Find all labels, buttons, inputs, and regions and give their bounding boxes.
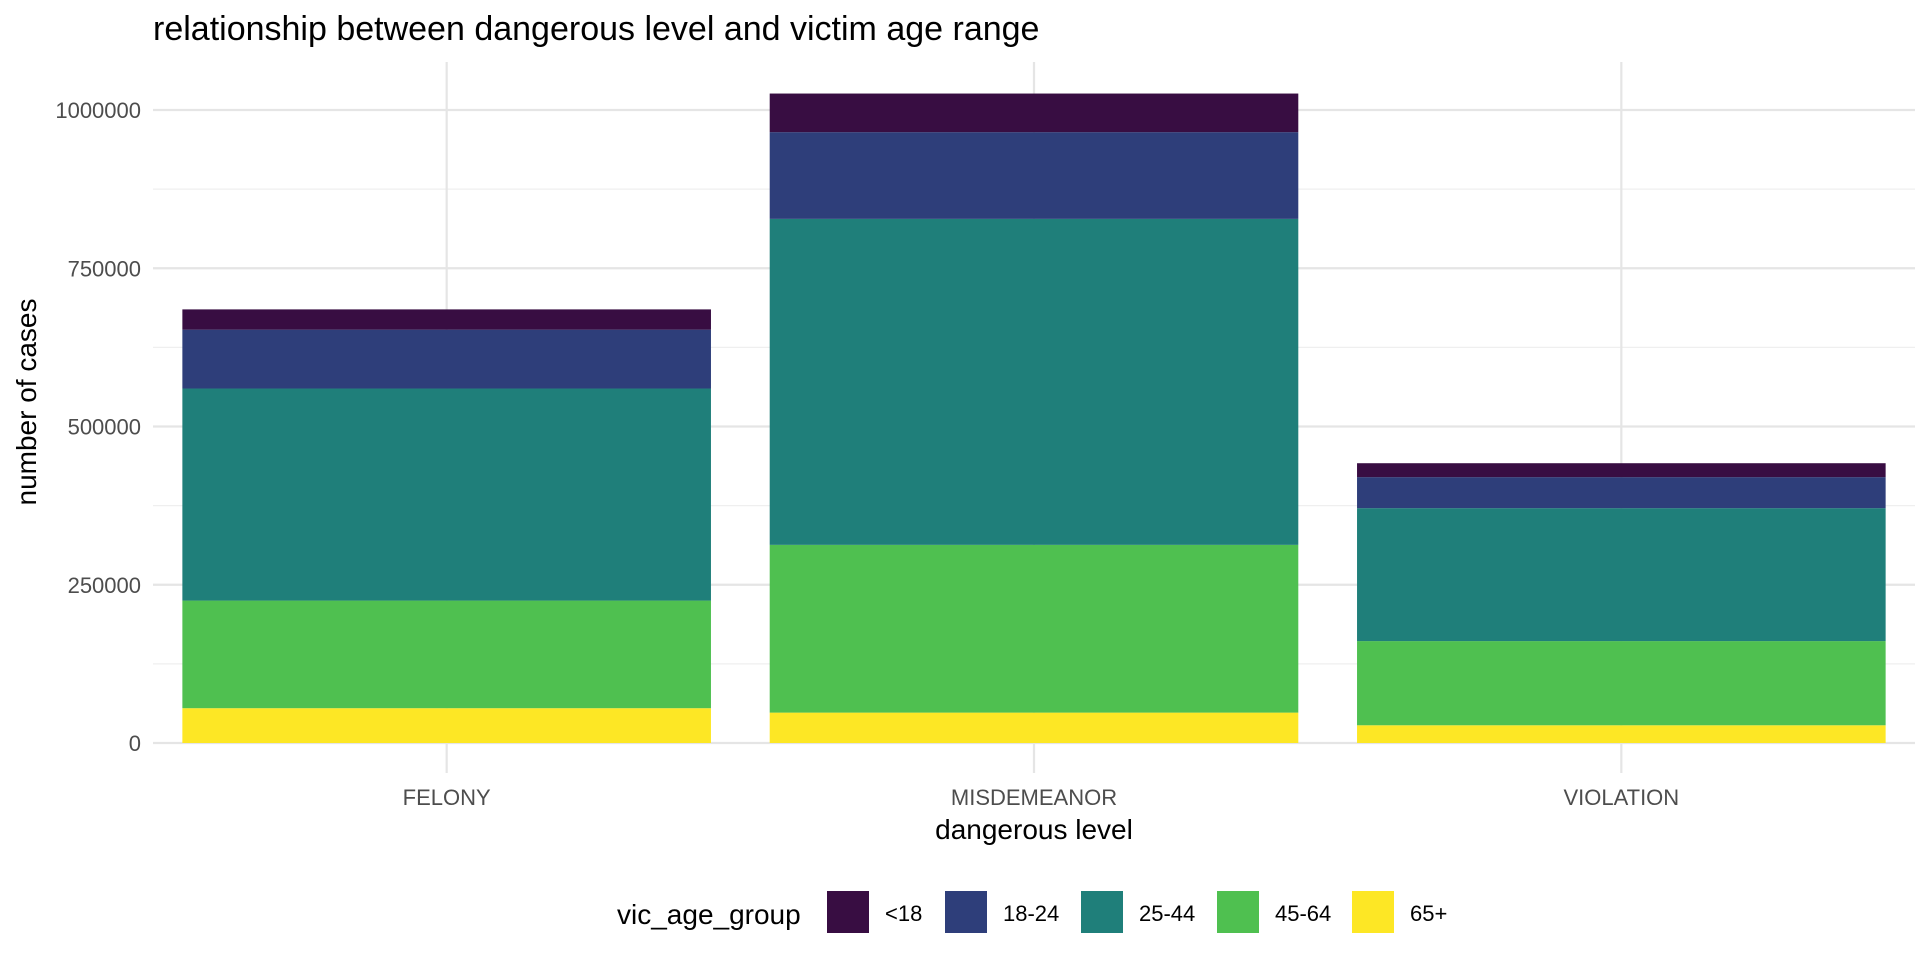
x-tick-label: VIOLATION <box>1563 785 1679 810</box>
y-tick-label: 1000000 <box>55 98 141 123</box>
y-tick-label: 0 <box>129 731 141 756</box>
legend-label: 25-44 <box>1139 901 1195 926</box>
bar-segment-violation-18-24 <box>1357 477 1886 509</box>
bar-segment-felony-18-24 <box>182 329 711 389</box>
y-axis-ticks: 0 250000 500000 750000 1000000 <box>55 98 141 756</box>
x-axis-title: dangerous level <box>935 814 1133 845</box>
bar-segment-misdemeanor-45-64 <box>769 544 1299 713</box>
bar-segment-violation-65plus <box>1357 725 1886 743</box>
legend-label: 18-24 <box>1003 901 1059 926</box>
bar-segment-felony-45-64 <box>182 600 711 709</box>
legend-label: 65+ <box>1410 901 1447 926</box>
chart-title: relationship between dangerous level and… <box>153 10 1039 48</box>
legend-key <box>827 891 869 933</box>
legend-key <box>945 891 987 933</box>
bar-segment-misdemeanor-18-24 <box>769 132 1299 219</box>
bar-segment-misdemeanor-65plus <box>769 712 1299 743</box>
bar-segment-violation-under18 <box>1357 463 1886 478</box>
legend-key <box>1352 891 1394 933</box>
bar-segment-felony-65plus <box>182 708 711 743</box>
x-axis-ticks: FELONY MISDEMEANOR VIOLATION <box>403 785 1680 810</box>
x-tick-label: MISDEMEANOR <box>951 785 1117 810</box>
legend-title: vic_age_group <box>617 899 801 930</box>
y-tick-label: 500000 <box>68 415 141 440</box>
legend-key <box>1081 891 1123 933</box>
bar-segment-felony-25-44 <box>182 388 711 601</box>
bar-segment-misdemeanor-under18 <box>769 93 1299 133</box>
y-tick-label: 750000 <box>68 256 141 281</box>
bars-layer <box>182 93 1886 743</box>
x-tick-label: FELONY <box>403 785 491 810</box>
bar-segment-felony-under18 <box>182 309 711 330</box>
legend-key <box>1217 891 1259 933</box>
legend-label: <18 <box>885 901 922 926</box>
y-tick-label: 250000 <box>68 573 141 598</box>
legend: vic_age_group <18 18-24 25-44 45-64 65+ <box>617 891 1447 933</box>
y-axis-title: number of cases <box>11 299 42 506</box>
bar-segment-violation-45-64 <box>1357 641 1886 726</box>
bar-segment-violation-25-44 <box>1357 508 1886 642</box>
bar-segment-misdemeanor-25-44 <box>769 218 1299 545</box>
legend-label: 45-64 <box>1275 901 1331 926</box>
